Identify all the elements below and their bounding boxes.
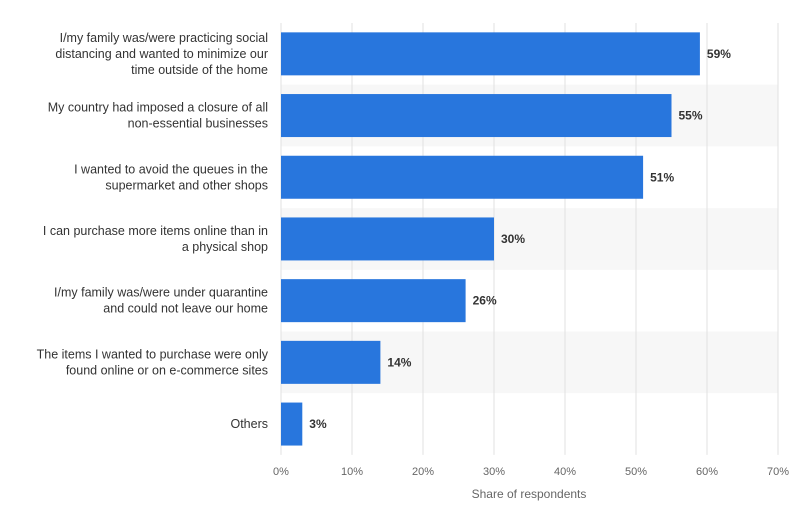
category-label: I can purchase more items online than in… xyxy=(43,224,268,254)
category-label: The items I wanted to purchase were only… xyxy=(37,347,269,377)
data-label: 55% xyxy=(679,109,703,123)
bar[interactable] xyxy=(281,94,672,138)
bar[interactable] xyxy=(281,155,644,199)
x-axis-title: Share of respondents xyxy=(472,487,587,501)
x-tick-label: 70% xyxy=(767,466,789,478)
category-label: Others xyxy=(230,417,268,431)
category-label: I wanted to avoid the queues in the super… xyxy=(74,162,268,192)
category-label: I/my family was/were practicing social di… xyxy=(55,31,268,77)
x-tick-label: 20% xyxy=(412,466,434,478)
category-label: My country had imposed a closure of all n… xyxy=(48,101,268,131)
category-labels: I/my family was/were practicing social di… xyxy=(37,31,269,431)
data-label: 59% xyxy=(707,47,731,61)
x-tick-label: 50% xyxy=(625,466,647,478)
bar[interactable] xyxy=(281,340,381,384)
bar[interactable] xyxy=(281,279,466,323)
bar[interactable] xyxy=(281,32,700,76)
data-label: 51% xyxy=(650,170,674,184)
bars xyxy=(281,32,700,446)
data-label: 30% xyxy=(501,232,525,246)
x-tick-label: 30% xyxy=(483,466,505,478)
category-label: I/my family was/were under quarantine and… xyxy=(54,286,268,316)
bar[interactable] xyxy=(281,217,494,261)
x-tick-label: 40% xyxy=(554,466,576,478)
x-tick-label: 10% xyxy=(341,466,363,478)
x-tick-labels: 0% 10% 20% 30% 40% 50% 60% 70% xyxy=(273,466,789,478)
bar[interactable] xyxy=(281,402,303,446)
x-tick-label: 60% xyxy=(696,466,718,478)
data-label: 26% xyxy=(473,294,497,308)
data-label: 3% xyxy=(309,417,327,431)
x-tick-label: 0% xyxy=(273,466,289,478)
data-label: 14% xyxy=(387,355,411,369)
data-labels: 59% 55% 51% 30% 26% 14% 3% xyxy=(309,47,731,431)
